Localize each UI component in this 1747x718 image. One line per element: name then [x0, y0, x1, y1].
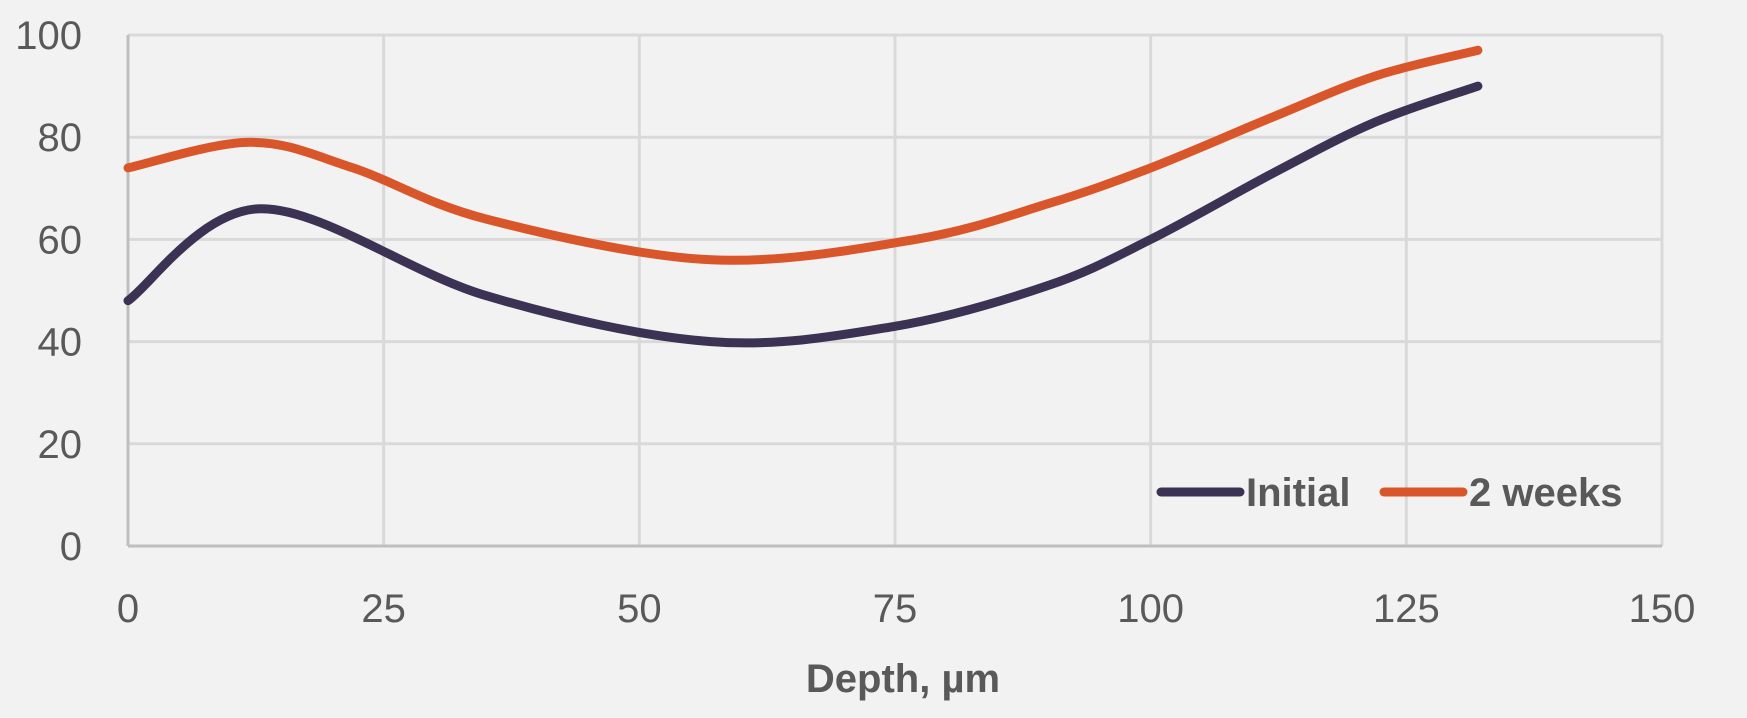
y-tick-label: 0: [60, 525, 82, 569]
legend-label-2: 2 weeks: [1469, 471, 1622, 515]
legend: Initial 2 weeks: [1156, 471, 1622, 515]
axes: [126, 35, 1662, 548]
series-line-1: [123, 81, 1483, 348]
y-tick-label: 80: [38, 116, 83, 160]
series-line-2: [123, 45, 1483, 265]
y-tick-label: 60: [38, 218, 83, 262]
tick-labels: 0 25 50 75 100 125 150 0 20 40 60 80 100: [15, 14, 1695, 631]
x-tick-label: 125: [1373, 587, 1440, 631]
x-tick-label: 150: [1629, 587, 1696, 631]
x-tick-label: 100: [1117, 587, 1184, 631]
y-tick-label: 100: [15, 14, 82, 58]
x-axis-title: Depth, µm: [806, 657, 1000, 701]
grid: [128, 33, 1664, 546]
y-tick-label: 40: [38, 321, 83, 365]
y-tick-label: 20: [38, 423, 83, 467]
x-tick-label: 0: [117, 587, 139, 631]
series-lines: [123, 45, 1483, 348]
x-tick-label: 25: [361, 587, 406, 631]
legend-label-1: Initial: [1246, 471, 1350, 515]
x-tick-label: 50: [617, 587, 662, 631]
x-tick-label: 75: [873, 587, 918, 631]
